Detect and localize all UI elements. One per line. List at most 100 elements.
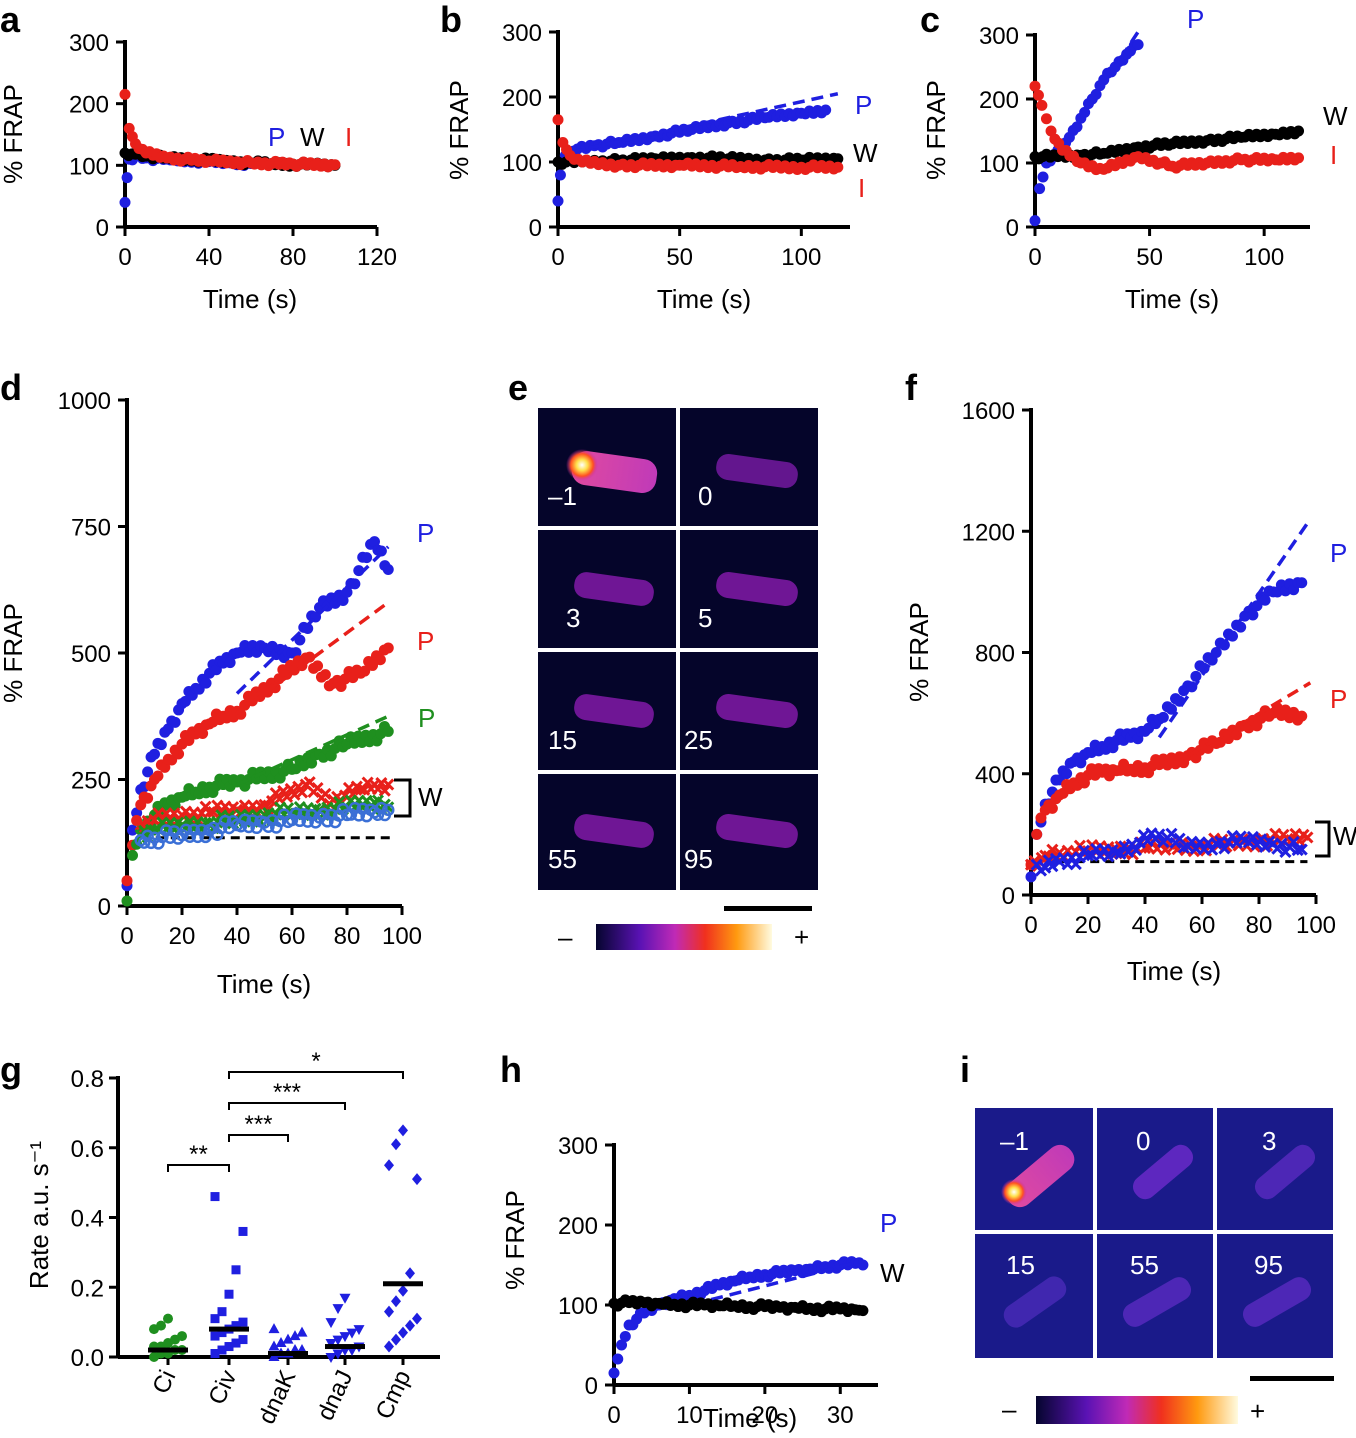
point-g-4-3 [405, 1320, 415, 1332]
y-tick-label-g-2: 0.4 [71, 1206, 104, 1233]
mean-bar-g-Civ [209, 1327, 249, 1332]
label-d-P-green: P [418, 703, 435, 733]
point-d-2-70 [383, 726, 394, 737]
y-tick-label-h-2: 200 [558, 1213, 598, 1240]
panel-label-h: h [500, 1049, 522, 1090]
point-g-2-10 [269, 1323, 280, 1333]
y-tick-label-b-2: 200 [502, 85, 542, 112]
colorbar-e [596, 924, 772, 950]
point-b-0-1 [555, 170, 566, 181]
colorbar-i-min: – [1002, 1394, 1017, 1424]
colorbar-e-min: – [558, 922, 573, 952]
fit-line-d-2 [237, 716, 388, 784]
point-f-0-0 [1026, 871, 1037, 882]
x-tick-label-f-1: 20 [1075, 912, 1102, 939]
point-a-2-60 [330, 159, 341, 170]
point-c-0-2 [1038, 171, 1049, 182]
frame-label-e-6: 25 [684, 725, 713, 755]
y-axis-label-f: % FRAP [904, 602, 934, 702]
y-axis-label-h: % FRAP [500, 1190, 530, 1290]
x-tick-label-b-2: 100 [781, 244, 821, 271]
point-f-1-1 [1031, 829, 1042, 840]
y-tick-label-b-3: 300 [502, 20, 542, 47]
point-g-4-11 [391, 1138, 401, 1150]
y-tick-label-c-0: 0 [1006, 215, 1019, 242]
y-tick-label-h-0: 0 [585, 1373, 598, 1400]
mean-bar-g-dnaK [268, 1351, 308, 1356]
y-tick-label-d-2: 500 [71, 641, 111, 668]
scale-bar-e [724, 906, 812, 911]
x-tick-label-a-1: 40 [196, 244, 223, 271]
point-f-0-44 [1190, 671, 1201, 682]
y-tick-label-g-4: 0.8 [71, 1066, 104, 1093]
point-f-1-70 [1296, 711, 1307, 722]
y-axis-label-c: % FRAP [921, 80, 951, 180]
x-axis-label-c: Time (s) [1125, 284, 1219, 314]
x-axis-label-a: Time (s) [203, 284, 297, 314]
panel-e-montage: –1 0 3 5 15 25 55 95 – + [538, 408, 818, 952]
point-d-1-54 [320, 669, 331, 680]
label-b-W: W [853, 138, 878, 168]
label-c-W: W [1323, 101, 1348, 131]
x-tick-label-h-3: 30 [827, 1402, 854, 1429]
sig-label-g-0: ** [189, 1141, 208, 1168]
colorbar-i [1036, 1396, 1238, 1424]
y-tick-label-g-0: 0.0 [71, 1345, 104, 1372]
label-d-W: W [418, 782, 443, 812]
x-tick-label-h-0: 0 [607, 1402, 620, 1429]
point-g-0-12 [163, 1314, 173, 1324]
label-a-I: I [345, 122, 352, 152]
sig-label-g-1: *** [244, 1111, 272, 1138]
x-tick-label-d-1: 20 [169, 923, 196, 950]
point-d-0-22 [201, 678, 212, 689]
panel-label-b: b [440, 0, 462, 40]
point-g-1-9 [239, 1318, 248, 1327]
y-tick-label-d-4: 1000 [58, 388, 111, 415]
bracket-d-W [394, 780, 410, 816]
point-c-2-3 [1041, 113, 1052, 124]
x-tick-label-f-3: 60 [1189, 912, 1216, 939]
x-tick-label-g-4: Cmp [371, 1366, 417, 1423]
label-h-W: W [880, 1258, 905, 1288]
label-c-P: P [1187, 4, 1204, 34]
y-tick-label-h-1: 100 [558, 1293, 598, 1320]
x-tick-label-d-4: 80 [334, 923, 361, 950]
x-tick-label-h-1: 10 [676, 1402, 703, 1429]
y-axis-label-a: % FRAP [0, 84, 28, 184]
point-g-1-14 [239, 1227, 248, 1236]
point-b-2-0 [553, 114, 564, 125]
point-g-4-2 [398, 1327, 408, 1339]
fit-line-b-0 [570, 94, 838, 153]
x-tick-label-a-0: 0 [118, 244, 131, 271]
frame-label-e-4: 5 [698, 603, 712, 633]
point-f-0-70 [1296, 577, 1307, 588]
y-tick-label-f-4: 1600 [962, 398, 1015, 425]
sig-label-g-2: *** [273, 1079, 301, 1106]
y-tick-label-c-1: 100 [979, 151, 1019, 178]
label-a-W: W [300, 122, 325, 152]
mean-bar-g-dnaJ [325, 1344, 365, 1349]
group-g-dnaK [268, 1323, 308, 1361]
y-tick-label-f-3: 1200 [962, 519, 1015, 546]
point-g-1-15 [211, 1192, 220, 1201]
x-tick-label-a-2: 80 [280, 244, 307, 271]
x-axis-label-d: Time (s) [217, 969, 311, 999]
point-c-0-1 [1034, 183, 1045, 194]
x-tick-label-d-3: 60 [279, 923, 306, 950]
point-g-1-4 [239, 1335, 248, 1344]
x-tick-label-b-0: 0 [551, 244, 564, 271]
panel-label-d: d [0, 367, 22, 408]
panel-label-f: f [905, 367, 918, 408]
chart-g: 0.00.20.40.60.8Rate a.u. s⁻¹Ci Civ dnaK dna… [24, 1048, 440, 1428]
point-d-0-9 [156, 739, 167, 750]
x-tick-label-c-0: 0 [1028, 244, 1041, 271]
y-tick-label-b-1: 100 [502, 150, 542, 177]
mean-bar-g-Ci [148, 1348, 188, 1353]
y-axis-label-b: % FRAP [444, 80, 474, 180]
x-tick-label-g-0: Ci [147, 1366, 181, 1398]
label-c-I: I [1330, 140, 1337, 170]
point-a-2-0 [120, 89, 131, 100]
y-tick-label-f-0: 0 [1002, 883, 1015, 910]
frame-label-e-7: 55 [548, 844, 577, 874]
colorbar-e-max: + [794, 922, 809, 952]
